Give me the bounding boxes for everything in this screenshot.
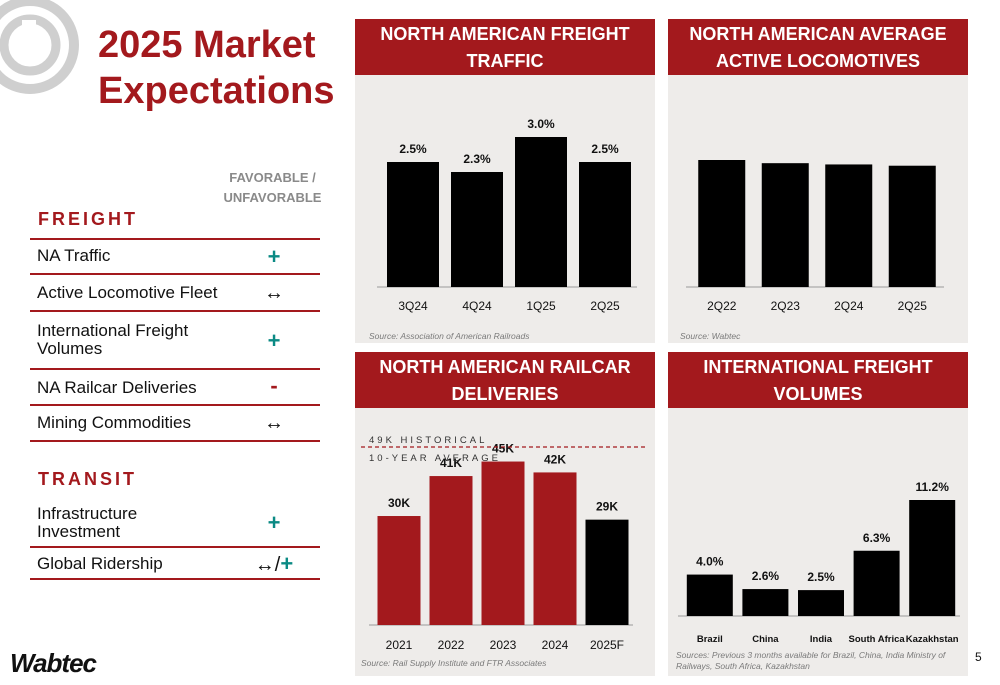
transit-section-label: TRANSIT xyxy=(38,469,137,489)
favorable-plus-icon: + xyxy=(267,244,281,269)
category-tick-label: South Africa xyxy=(849,634,906,645)
railcar-deliveries-chart: 30K 2021 41K 2022 45K 2023 42K 2024 29K 2025F 49K … xyxy=(361,435,645,652)
page-title: 2025 Market Expectations xyxy=(98,24,335,112)
chart-source: Source: Wabtec xyxy=(680,331,741,341)
row-infrastructure-investment: Infrastructure Investment + xyxy=(30,500,320,548)
bar xyxy=(481,461,525,625)
bar xyxy=(742,589,789,616)
row-global-ridership: Global Ridership ↔/+ xyxy=(30,550,320,580)
row-label: NA Traffic xyxy=(37,246,111,265)
category-tick-label: China xyxy=(752,634,779,645)
row-mining-commodities: Mining Commodities ↔ xyxy=(30,408,320,442)
neutral-arrow-icon: ↔ xyxy=(264,282,284,304)
row-na-traffic: NA Traffic + xyxy=(30,240,320,275)
data-label: 3.0% xyxy=(527,117,555,131)
data-label: 6.3% xyxy=(863,531,891,545)
bar xyxy=(387,162,439,287)
data-label: 29K xyxy=(596,500,618,514)
category-tick-label: 2Q24 xyxy=(834,299,864,313)
category-tick-label: 2Q25 xyxy=(590,299,620,313)
data-label: 45K xyxy=(492,442,514,456)
category-tick-label: 1Q25 xyxy=(526,299,556,313)
favorable-plus-icon: + xyxy=(267,510,281,535)
data-label: 2.5% xyxy=(399,142,427,156)
data-label: 2.6% xyxy=(752,569,780,583)
category-tick-label: 2Q22 xyxy=(707,299,737,313)
data-label: 4.0% xyxy=(696,555,724,569)
reference-label: 10-YEAR AVERAGE xyxy=(369,453,501,464)
row-label: NA Railcar Deliveries xyxy=(37,378,197,397)
panel-title: INTERNATIONAL FREIGHT VOLUMES xyxy=(668,352,968,408)
row-label: Mining Commodities xyxy=(37,413,191,432)
data-label: 11.2% xyxy=(916,480,950,494)
neutral-or-favorable-icon: ↔/+ xyxy=(248,551,300,577)
unfavorable-minus-icon: - xyxy=(270,373,278,398)
panel-railcar-deliveries: NORTH AMERICAN RAILCAR DELIVERIES 30K 202… xyxy=(355,352,655,676)
freight-section-label: FREIGHT xyxy=(38,209,138,229)
data-label: 30K xyxy=(388,496,410,510)
row-international-freight-volumes: International Freight Volumes + xyxy=(30,314,320,370)
panel-title: NORTH AMERICAN AVERAGE ACTIVE LOCOMOTIVE… xyxy=(668,19,968,75)
row-label: Global Ridership xyxy=(37,554,163,573)
favorable-unfavorable-header: FAVORABLE / UNFAVORABLE xyxy=(223,170,322,205)
international-freight-chart: 4.0% Brazil 2.6% China 2.5% India 6.3% South Af… xyxy=(678,480,960,645)
row-label: Infrastructure Investment xyxy=(37,504,138,541)
category-tick-label: 2021 xyxy=(386,638,413,652)
bar xyxy=(515,137,567,287)
category-tick-label: 2Q23 xyxy=(771,299,801,313)
panel-active-locomotives: NORTH AMERICAN AVERAGE ACTIVE LOCOMOTIVE… xyxy=(668,19,968,343)
data-label: 2.5% xyxy=(591,142,619,156)
data-label: 42K xyxy=(544,452,566,466)
row-active-locomotive-fleet: Active Locomotive Fleet ↔ xyxy=(30,277,320,312)
bar xyxy=(579,162,631,287)
category-tick-label: Brazil xyxy=(697,634,723,645)
active-locomotives-chart: 2Q22 2Q23 2Q24 2Q25 xyxy=(686,160,944,313)
neutral-arrow-icon: ↔ xyxy=(264,412,284,434)
reference-label: 49K HISTORICAL xyxy=(369,435,487,446)
category-tick-label: 3Q24 xyxy=(398,299,428,313)
bar xyxy=(798,590,844,616)
bar xyxy=(761,163,809,287)
chart-source: Sources: Previous 3 months available for… xyxy=(676,650,946,671)
freight-traffic-chart: 2.5% 3Q24 2.3% 4Q24 3.0% 1Q25 2.5% 2Q25 xyxy=(377,117,637,313)
wabtec-logo: Wabtec xyxy=(10,648,97,678)
bar xyxy=(698,160,746,287)
data-label: 2.5% xyxy=(807,570,835,584)
wabtec-swirl-logo-icon xyxy=(0,0,79,94)
page-number: 5 xyxy=(975,650,982,664)
row-label: Active Locomotive Fleet xyxy=(37,283,218,302)
bar xyxy=(429,476,473,625)
bar xyxy=(533,472,577,625)
bar xyxy=(888,165,936,287)
row-na-railcar-deliveries: NA Railcar Deliveries - xyxy=(30,372,320,406)
favorable-plus-icon: + xyxy=(267,328,281,353)
category-tick-label: 4Q24 xyxy=(462,299,492,313)
category-tick-label: 2025F xyxy=(590,638,624,652)
category-tick-label: 2Q25 xyxy=(898,299,928,313)
category-tick-label: India xyxy=(810,634,833,645)
panel-title: NORTH AMERICAN FREIGHT TRAFFIC xyxy=(355,19,655,75)
bar xyxy=(909,500,956,616)
category-tick-label: 2023 xyxy=(490,638,517,652)
bar xyxy=(825,164,873,287)
neutral-arrow-icon: ↔/ xyxy=(254,554,281,576)
data-label: 41K xyxy=(440,456,462,470)
chart-source: Source: Association of American Railroad… xyxy=(369,331,530,341)
bar xyxy=(853,550,900,616)
chart-source: Source: Rail Supply Institute and FTR As… xyxy=(361,658,547,668)
freight-top-rule xyxy=(30,238,320,240)
bar xyxy=(585,519,629,625)
panel-title: NORTH AMERICAN RAILCAR DELIVERIES xyxy=(355,352,655,408)
panel-international-freight: INTERNATIONAL FREIGHT VOLUMES 4.0% Brazil… xyxy=(668,352,968,676)
bar xyxy=(377,516,421,625)
data-label: 2.3% xyxy=(463,152,491,166)
bar xyxy=(686,574,733,616)
category-tick-label: 2022 xyxy=(438,638,465,652)
bar xyxy=(451,172,503,287)
category-tick-label: 2024 xyxy=(542,638,569,652)
category-tick-label: Kazakhstan xyxy=(906,634,959,645)
row-label: International Freight Volumes xyxy=(37,321,189,358)
favorable-plus-icon: + xyxy=(280,551,294,576)
panel-freight-traffic: NORTH AMERICAN FREIGHT TRAFFIC 2.5% 3Q24 2… xyxy=(355,19,655,343)
